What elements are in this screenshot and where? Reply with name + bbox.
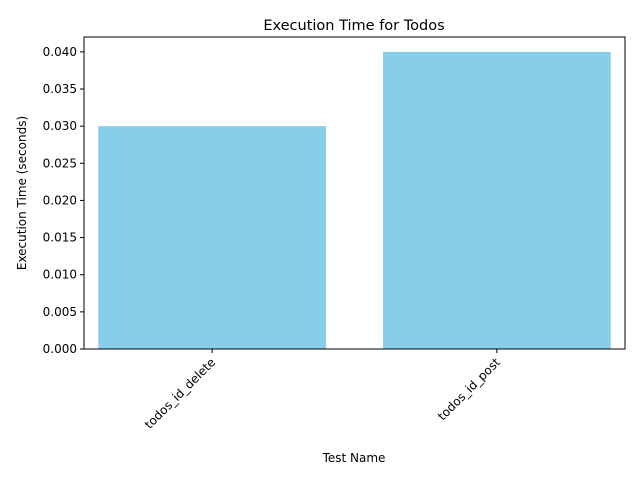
bar-todos_id_delete [98, 126, 327, 350]
y-tick-label: 0.025 [43, 156, 77, 170]
y-tick-label: 0.015 [43, 231, 77, 245]
y-tick-label: 0.010 [43, 268, 77, 282]
x-axis-ticks: todos_id_delete todos_id_post [142, 349, 503, 432]
y-axis-label: Execution Time (seconds) [15, 116, 29, 270]
x-axis-label: Test Name [322, 451, 386, 465]
bars-group [98, 51, 611, 350]
x-tick-label: todos_id_delete [142, 355, 218, 431]
y-tick-label: 0.005 [43, 305, 77, 319]
y-axis-ticks: 0.000 0.005 0.010 0.015 0.020 0.025 0.030 0.035… [43, 45, 84, 356]
y-tick-label: 0.000 [43, 342, 77, 356]
y-tick-label: 0.020 [43, 193, 77, 207]
y-tick-label: 0.035 [43, 82, 77, 96]
bar-todos_id_post [382, 51, 611, 349]
y-tick-label: 0.040 [43, 45, 77, 59]
plot-frame [83, 36, 626, 350]
y-tick-label: 0.030 [43, 119, 77, 133]
chart-title: Execution Time for Todos [263, 18, 444, 34]
x-tick-label: todos_id_post [435, 355, 503, 423]
